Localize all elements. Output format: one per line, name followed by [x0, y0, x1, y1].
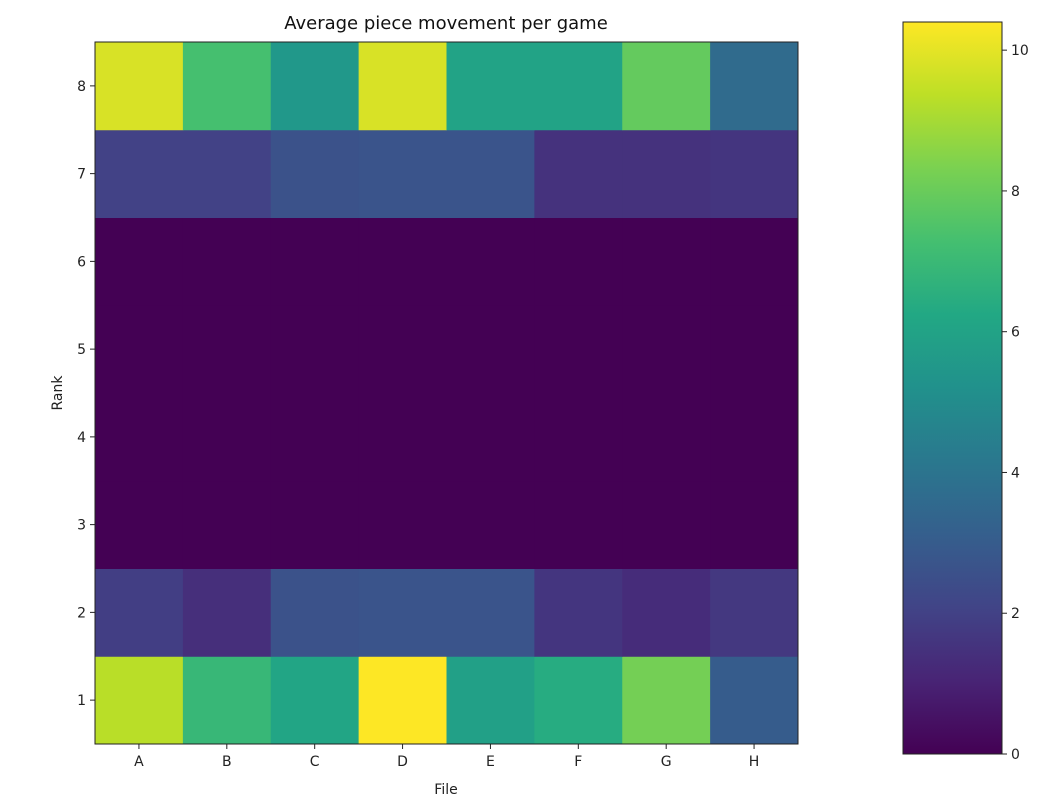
cell-G2 [622, 568, 711, 657]
cell-G7 [622, 129, 711, 218]
x-axis-label: File [434, 782, 457, 798]
cell-F1 [534, 656, 623, 745]
cell-H1 [710, 656, 799, 745]
cell-E3 [446, 480, 535, 569]
y-tick-label: 4 [77, 430, 86, 446]
cell-A6 [95, 217, 184, 306]
cell-B7 [182, 129, 272, 218]
cell-E1 [446, 656, 535, 745]
colorbar-tick-label: 2 [1011, 606, 1020, 622]
x-tick-label: E [486, 754, 495, 770]
cell-E6 [446, 217, 535, 306]
cell-D8 [358, 42, 447, 131]
cell-C4 [270, 393, 360, 482]
cell-A8 [95, 42, 184, 131]
cell-G8 [622, 42, 711, 131]
cell-A4 [95, 393, 184, 482]
cell-F2 [534, 568, 623, 657]
cell-C5 [270, 305, 360, 394]
cell-F3 [534, 480, 623, 569]
cell-E4 [446, 393, 535, 482]
cell-C6 [270, 217, 360, 306]
colorbar-ticks: 0 2 4 6 8 10 [1002, 43, 1029, 763]
cell-C3 [270, 480, 360, 569]
cell-F8 [534, 42, 623, 131]
cell-B5 [182, 305, 272, 394]
plot-frame [94, 41, 799, 745]
cell-B2 [182, 568, 272, 657]
cell-F6 [534, 217, 623, 306]
y-tick-label: 5 [77, 342, 86, 358]
cell-D6 [358, 217, 447, 306]
colorbar-tick-label: 8 [1011, 184, 1020, 200]
cell-A7 [95, 129, 184, 218]
cell-E2 [446, 568, 535, 657]
cell-E8 [446, 42, 535, 131]
y-tick-label: 8 [77, 79, 86, 95]
cell-B8 [182, 42, 272, 131]
x-tick-label: A [134, 754, 144, 770]
cell-F4 [534, 393, 623, 482]
y-axis-label: Rank [50, 375, 66, 411]
x-tick-label: H [749, 754, 760, 770]
x-tick-label: F [574, 754, 582, 770]
cell-C2 [270, 568, 360, 657]
chart-title: Average piece movement per game [284, 13, 608, 34]
cell-D4 [358, 393, 447, 482]
cell-G6 [622, 217, 711, 306]
cell-B1 [182, 656, 272, 745]
cell-H2 [710, 568, 799, 657]
y-tick-label: 6 [77, 254, 86, 270]
y-tick-label: 3 [77, 518, 86, 534]
cell-G3 [622, 480, 711, 569]
cell-A2 [95, 568, 184, 657]
heatmap-cells [95, 42, 799, 745]
cell-D3 [358, 480, 447, 569]
cell-H5 [710, 305, 799, 394]
x-tick-label: B [222, 754, 232, 770]
colorbar-tick-label: 10 [1011, 43, 1029, 59]
x-tick-label: D [397, 754, 408, 770]
cell-E5 [446, 305, 535, 394]
cell-H7 [710, 129, 799, 218]
colorbar [902, 21, 1003, 755]
cell-H3 [710, 480, 799, 569]
colorbar-tick-label: 4 [1011, 465, 1020, 481]
cell-H8 [710, 42, 799, 131]
cell-D1 [358, 656, 447, 745]
cell-C1 [270, 656, 360, 745]
colorbar-tick-label: 6 [1011, 325, 1020, 341]
cell-D2 [358, 568, 447, 657]
cell-F7 [534, 129, 623, 218]
cell-H6 [710, 217, 799, 306]
y-tick-label: 7 [77, 167, 86, 183]
cell-A1 [95, 656, 184, 745]
y-tick-label: 1 [77, 693, 86, 709]
cell-B3 [182, 480, 272, 569]
cell-D7 [358, 129, 447, 218]
cell-G1 [622, 656, 711, 745]
cell-A3 [95, 480, 184, 569]
cell-A5 [95, 305, 184, 394]
cell-F5 [534, 305, 623, 394]
cell-D5 [358, 305, 447, 394]
x-tick-label: G [661, 754, 672, 770]
cell-G4 [622, 393, 711, 482]
cell-C7 [270, 129, 360, 218]
cell-C8 [270, 42, 360, 131]
cell-B4 [182, 393, 272, 482]
y-axis-ticks: 1 2 3 4 5 6 7 8 [77, 79, 95, 709]
y-tick-label: 2 [77, 605, 86, 621]
x-axis-ticks: A B C D E F G H [134, 744, 759, 770]
colorbar-tick-label: 0 [1011, 747, 1020, 763]
x-tick-label: C [310, 754, 320, 770]
cell-H4 [710, 393, 799, 482]
cell-B6 [182, 217, 272, 306]
cell-E7 [446, 129, 535, 218]
cell-G5 [622, 305, 711, 394]
